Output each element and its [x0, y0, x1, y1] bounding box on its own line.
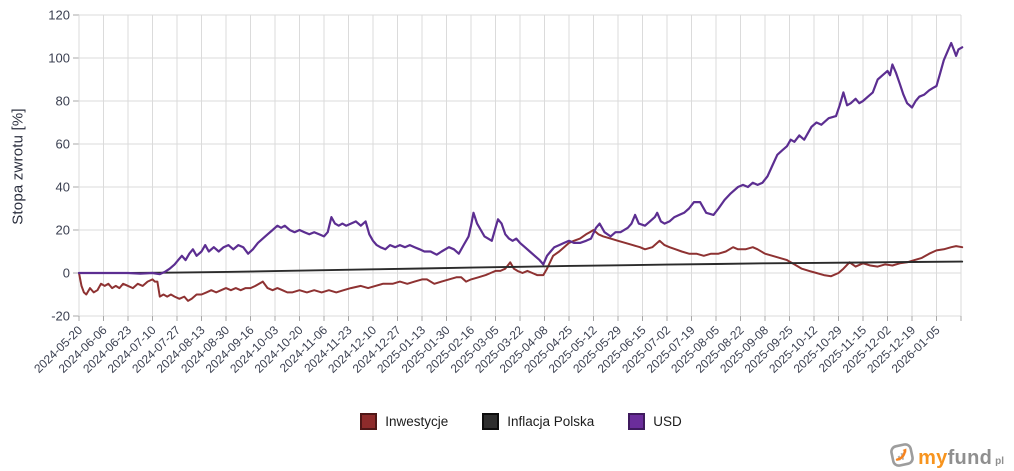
- inflacja-polska-series-swatch: [482, 412, 500, 430]
- legend-item-usd[interactable]: USD: [628, 412, 682, 430]
- y-tick-label: 100: [48, 51, 70, 66]
- y-axis-tick-labels: -20 0 20 40 60 80 100 120: [48, 8, 70, 324]
- myfund-logo-icon: [890, 443, 914, 467]
- y-tick-label: 120: [48, 8, 70, 23]
- legend-label: USD: [653, 413, 682, 429]
- series-line-inwestycje: [78, 229, 964, 302]
- y-tick-label: 40: [56, 180, 70, 195]
- series-line-usd: [77, 41, 964, 276]
- series-line-inflacja-polska: [78, 260, 964, 274]
- legend-item-inflacja-polska[interactable]: Inflacja Polska: [482, 412, 595, 430]
- legend-item-inwestycje[interactable]: Inwestycje: [360, 412, 449, 430]
- chart-legend: Inwestycje Inflacja Polska USD: [0, 408, 1014, 434]
- myfund-logo-text: myfund: [918, 447, 993, 469]
- chart-grid: [73, 14, 962, 321]
- usd-series-swatch: [628, 412, 646, 430]
- y-tick-label: 60: [56, 137, 70, 152]
- legend-label: Inflacja Polska: [507, 413, 595, 429]
- y-tick-label: 20: [56, 223, 70, 238]
- myfund-logo-tld: pl: [995, 456, 1004, 467]
- chart-plot-area: -20 0 20 40 60 80 100 120 2024-05-202024-06-0620…: [31, 8, 964, 376]
- y-tick-label: 0: [63, 266, 70, 281]
- legend-label: Inwestycje: [385, 413, 449, 429]
- y-tick-label: 80: [56, 94, 70, 109]
- inwestycje-series-swatch: [360, 412, 378, 430]
- x-axis-tick-labels: 2024-05-202024-06-062024-06-232024-07-10…: [31, 323, 943, 376]
- myfund-logo[interactable]: myfund pl: [889, 442, 1004, 468]
- y-tick-label: -20: [51, 309, 70, 324]
